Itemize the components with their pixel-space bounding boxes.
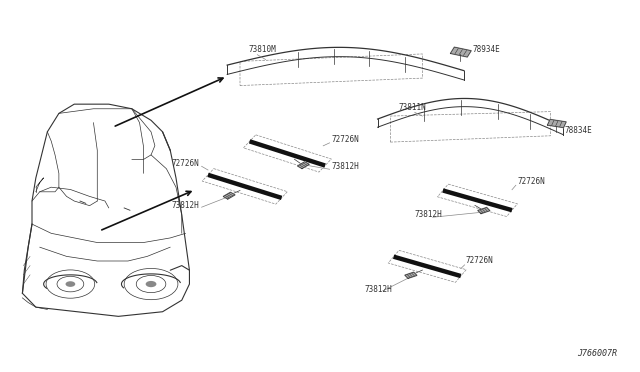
Text: 73811N: 73811N <box>399 103 426 112</box>
Polygon shape <box>547 119 566 128</box>
Text: 73812H: 73812H <box>172 201 200 209</box>
Text: 73812H: 73812H <box>332 161 359 170</box>
Polygon shape <box>478 208 490 214</box>
Circle shape <box>146 281 156 287</box>
Text: 73810M: 73810M <box>248 45 276 54</box>
Text: 78834E: 78834E <box>564 126 592 135</box>
Text: 73812H: 73812H <box>415 210 442 219</box>
Polygon shape <box>223 192 235 199</box>
Polygon shape <box>405 272 417 278</box>
Polygon shape <box>298 162 309 169</box>
Text: 73812H: 73812H <box>365 285 392 294</box>
Circle shape <box>65 281 76 287</box>
Text: 78934E: 78934E <box>472 45 500 54</box>
Text: 72726N: 72726N <box>172 158 200 167</box>
Text: 72726N: 72726N <box>332 135 359 144</box>
Text: 72726N: 72726N <box>466 256 493 265</box>
Text: J766007R: J766007R <box>578 349 618 358</box>
Polygon shape <box>451 47 471 57</box>
Text: 72726N: 72726N <box>517 177 545 186</box>
